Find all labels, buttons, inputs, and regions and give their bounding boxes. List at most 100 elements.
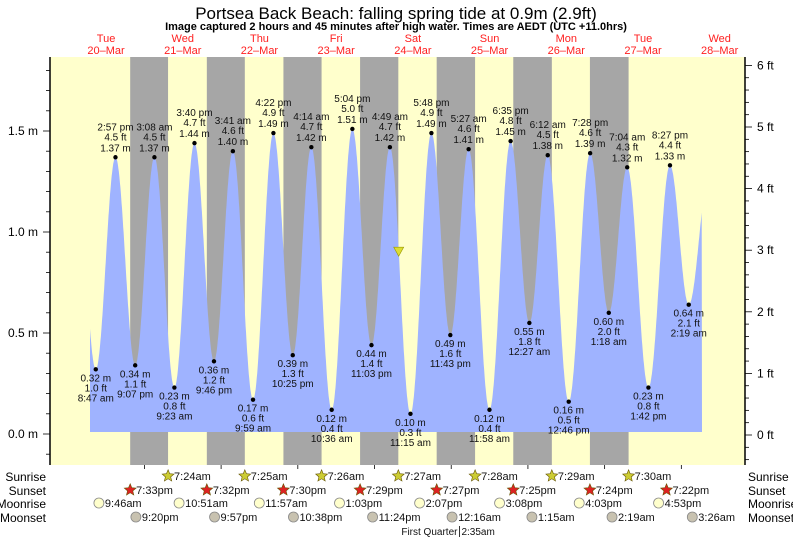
high-tide-m-label: 1.33 m xyxy=(655,151,686,162)
date-label: 23–Mar xyxy=(318,45,356,57)
low-tide-m-label: 0.44 m xyxy=(356,349,387,360)
low-tide-time-label: 11:58 am xyxy=(469,434,510,445)
left-axis-label: 1.0 m xyxy=(8,225,38,239)
moonset-icon xyxy=(446,511,458,523)
sunset-time: 7:25pm xyxy=(519,485,556,497)
moon-phase-time: 2:35am xyxy=(461,527,494,538)
day-of-week-label: Fri xyxy=(330,33,343,45)
high-tide-point xyxy=(625,165,630,170)
sunrise-time: 7:26am xyxy=(328,471,365,483)
date-label: 26–Mar xyxy=(548,45,586,57)
low-tide-m-label: 0.32 m xyxy=(80,373,111,384)
high-tide-m-label: 1.37 m xyxy=(100,143,131,154)
day-of-week-label: Thu xyxy=(250,33,269,45)
sunrise-icon xyxy=(621,469,636,482)
high-tide-m-label: 1.51 m xyxy=(337,115,368,126)
high-tide-point xyxy=(152,155,157,160)
high-tide-ft-label: 4.5 ft xyxy=(104,132,126,143)
high-tide-time-label: 4:14 am xyxy=(293,112,329,123)
tide-extremes: 0.32 m1.0 ft8:47 am2:57 pm4.5 ft1.37 m0.… xyxy=(78,94,707,449)
low-tide-point xyxy=(606,310,611,315)
high-tide-point xyxy=(309,144,314,150)
low-tide-ft-label: 0.5 ft xyxy=(558,416,580,427)
low-tide-point xyxy=(646,385,651,390)
moonset-time: 10:38pm xyxy=(299,512,342,524)
sunset-time: 7:29pm xyxy=(366,485,403,497)
high-tide-time-label: 5:04 pm xyxy=(334,94,370,105)
right-axis-label: 1 ft xyxy=(757,366,774,380)
high-tide-ft-label: 4.5 ft xyxy=(143,132,165,143)
low-tide-ft-label: 2.1 ft xyxy=(678,319,700,330)
moonrise-icon xyxy=(653,497,664,509)
low-tide-point xyxy=(290,353,295,358)
axes: 0.0 m 0.5 m 1.0 m 1.5 m 0 ft 1 ft 2 ft 3 ft 4 ft… xyxy=(8,57,774,469)
sunrise-row-label-right: Sunrise xyxy=(748,470,789,484)
moonset-row-label-left: Moonset xyxy=(0,511,47,525)
moonset-icon xyxy=(686,511,698,523)
high-tide-ft-label: 5.0 ft xyxy=(341,104,363,115)
chart-title: Portsea Back Beach: falling spring tide … xyxy=(195,4,597,23)
sunrise-icon xyxy=(314,469,329,482)
low-tide-point xyxy=(527,320,532,326)
moonrise-icon xyxy=(173,497,185,509)
high-tide-point xyxy=(508,138,513,144)
sunset-icon xyxy=(659,483,674,496)
low-tide-time-label: 11:15 am xyxy=(390,438,431,449)
low-tide-time-label: 1:18 am xyxy=(591,337,627,348)
high-tide-point xyxy=(387,144,393,150)
sunset-icon xyxy=(583,483,597,496)
moonset-time: 11:24pm xyxy=(379,512,421,524)
sunset-row-label-right: Sunset xyxy=(748,484,786,498)
low-tide-ft-label: 0.6 ft xyxy=(242,414,264,425)
sunset-icon xyxy=(123,483,137,496)
high-tide-time-label: 3:08 am xyxy=(136,122,172,133)
high-tide-m-label: 1.38 m xyxy=(532,141,563,152)
sunrise-icon xyxy=(161,469,175,482)
date-label: 28–Mar xyxy=(701,45,739,57)
low-tide-m-label: 0.12 m xyxy=(474,414,505,425)
date-label: 22–Mar xyxy=(241,45,279,57)
tide-curve xyxy=(90,129,702,432)
right-axis-label: 3 ft xyxy=(757,243,774,257)
high-tide-ft-label: 4.7 ft xyxy=(300,122,322,133)
moonset-row-label-right: Moonset xyxy=(748,511,793,525)
right-axis-label: 2 ft xyxy=(757,305,774,319)
moonrise-icon xyxy=(93,497,105,509)
low-tide-time-label: 12:27 am xyxy=(509,347,551,358)
low-tide-ft-label: 1.0 ft xyxy=(85,383,107,394)
high-tide-time-label: 4:22 pm xyxy=(255,98,291,109)
moonset-time: 2:19am xyxy=(618,512,655,524)
low-tide-ft-label: 1.4 ft xyxy=(360,359,382,370)
high-tide-m-label: 1.37 m xyxy=(139,143,170,154)
low-tide-ft-label: 1.8 ft xyxy=(518,337,540,348)
high-tide-m-label: 1.32 m xyxy=(612,153,643,164)
low-tide-m-label: 0.64 m xyxy=(673,309,704,320)
low-tide-m-label: 0.10 m xyxy=(395,418,426,429)
low-tide-ft-label: 0.8 ft xyxy=(163,402,185,413)
tide-area xyxy=(90,129,702,432)
low-tide-point xyxy=(93,367,98,372)
low-tide-point xyxy=(250,397,256,402)
sunrise-icon xyxy=(545,469,559,482)
moonset-time: 9:20pm xyxy=(142,512,179,524)
low-tide-m-label: 0.39 m xyxy=(277,359,308,370)
low-tide-point xyxy=(408,411,413,416)
high-tide-point xyxy=(192,140,197,146)
sunrise-icon xyxy=(238,469,252,482)
moonset-time: 9:57pm xyxy=(221,512,258,524)
high-tide-point xyxy=(350,126,355,132)
sunrise-icon xyxy=(468,469,482,482)
sunrise-time: 7:30am xyxy=(635,471,672,483)
high-tide-time-label: 7:28 pm xyxy=(572,118,608,129)
day-of-week-label: Sun xyxy=(480,33,500,45)
low-tide-m-label: 0.16 m xyxy=(553,406,584,417)
moonset-icon xyxy=(526,511,538,523)
high-tide-m-label: 1.40 m xyxy=(218,137,249,148)
day-of-week-label: Sat xyxy=(405,33,422,45)
day-of-week-label: Tue xyxy=(97,33,116,45)
low-tide-point xyxy=(132,363,138,368)
low-tide-time-label: 2:19 am xyxy=(671,329,707,340)
moonset-time: 12:16am xyxy=(458,512,501,524)
sunrise-time: 7:25am xyxy=(251,471,288,483)
